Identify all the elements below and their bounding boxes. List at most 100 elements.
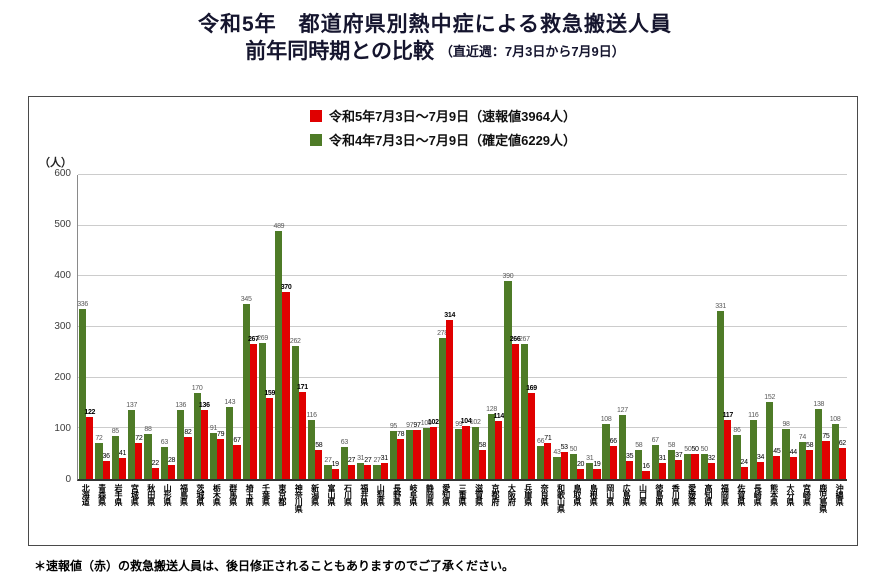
bar: 117 <box>723 412 733 479</box>
bar-value-label: 136 <box>198 402 210 410</box>
bar: 50 <box>684 446 692 479</box>
bar-value-label: 116 <box>306 412 317 420</box>
gridline-300 <box>78 326 847 327</box>
bar-value-label: 72 <box>95 434 103 442</box>
x-axis-label-埼玉県: 埼玉県 <box>245 484 255 505</box>
x-axis-cell: 長崎県 <box>749 484 765 540</box>
bar: 72 <box>135 435 143 479</box>
x-axis-label-京都府: 京都府 <box>490 484 500 505</box>
bar-value-label: 75 <box>822 433 830 440</box>
bar-value-label: 128 <box>486 406 497 414</box>
bar: 66 <box>609 438 617 479</box>
bar-value-label: 53 <box>560 444 568 452</box>
bar-group-大分県: 98 44 <box>781 175 797 479</box>
bar-group-徳島県: 67 31 <box>651 175 667 479</box>
bar-value-label: 43 <box>553 449 561 457</box>
bar-value-label: 171 <box>297 384 308 392</box>
bar: 159 <box>264 390 275 479</box>
bar-value-label: 62 <box>838 439 846 447</box>
bar-value-label: 66 <box>537 437 545 445</box>
x-axis-cell: 岐阜県 <box>405 484 421 540</box>
bar-group-滋賀県: 102 58 <box>470 175 487 479</box>
bar-group-愛媛県: 50 50 <box>683 175 699 479</box>
chart-frame: 令和5年7月3日～7月9日（速報値3964人） 令和4年7月3日～7月9日（確定… <box>28 96 858 546</box>
bar: 102 <box>470 419 481 479</box>
bar-value-label: 50 <box>684 445 692 453</box>
x-axis-cell: 滋賀県 <box>470 484 486 540</box>
bar-value-label: 37 <box>675 452 683 460</box>
x-axis-label-兵庫県: 兵庫県 <box>523 484 533 505</box>
x-axis-cell: 静岡県 <box>421 484 437 540</box>
x-axis-label-大分県: 大分県 <box>785 484 795 505</box>
bar-value-label: 266 <box>509 336 521 344</box>
bar-value-label: 108 <box>829 416 841 424</box>
plot-wrap: 336 122 72 36 85 41 137 72 88 22 63 28 136 82 170 136 91… <box>54 169 847 485</box>
bar-group-石川県: 63 27 <box>340 175 356 479</box>
bar: 50 <box>691 446 699 479</box>
x-axis-label-岩手県: 岩手県 <box>113 484 123 505</box>
bar: 66 <box>537 438 545 479</box>
bar-group-沖縄県: 108 62 <box>830 175 847 479</box>
bar: 170 <box>192 385 203 479</box>
bar: 27 <box>373 457 381 479</box>
bar-value-label: 95 <box>389 422 397 430</box>
x-axis-label-秋田県: 秋田県 <box>146 484 156 505</box>
bar-group-宮城県: 137 72 <box>126 175 143 479</box>
gridline-600 <box>78 174 847 175</box>
bar-value-label: 159 <box>264 390 276 398</box>
x-axis-cell: 福島県 <box>175 484 191 540</box>
x-axis-label-群馬県: 群馬県 <box>228 484 238 505</box>
bar: 262 <box>290 338 301 479</box>
bar-value-label: 102 <box>427 419 439 427</box>
bar-value-label: 58 <box>667 441 676 449</box>
bar-value-label: 50 <box>691 445 699 453</box>
bar: 104 <box>461 418 472 479</box>
bar: 58 <box>478 442 486 479</box>
bar-group-島根県: 31 19 <box>585 175 601 479</box>
bar: 108 <box>830 416 841 479</box>
bar-value-label: 345 <box>240 296 252 304</box>
x-axis-cell: 三重県 <box>454 484 470 540</box>
bar-group-鳥取県: 50 20 <box>569 175 585 479</box>
bar-group-山口県: 58 16 <box>634 175 650 479</box>
bar: 20 <box>576 461 584 479</box>
x-axis-label-高知県: 高知県 <box>704 484 714 505</box>
bar: 345 <box>241 296 252 479</box>
x-axis-labels: 北海道 青森県 岩手県 宮城県 秋田県 山形県 福島県 茨城県 栃木県 群馬県 埼玉県 千葉県 東京都神… <box>77 484 847 540</box>
bar-value-label: 50 <box>569 445 577 453</box>
x-axis-cell: 広島県 <box>618 484 634 540</box>
x-axis-label-愛媛県: 愛媛県 <box>687 484 697 505</box>
bar-value-label: 27 <box>373 457 381 465</box>
bar-value-label: 86 <box>733 427 741 435</box>
bar-value-label: 36 <box>102 452 110 460</box>
bar: 278 <box>437 330 448 479</box>
bar: 82 <box>184 429 192 479</box>
bar: 116 <box>748 412 759 479</box>
bar: 62 <box>838 440 846 479</box>
x-axis-label-長崎県: 長崎県 <box>753 484 763 505</box>
x-axis-cell: 愛媛県 <box>683 484 699 540</box>
bar-group-京都府: 128 114 <box>486 175 504 479</box>
bar: 370 <box>281 284 292 479</box>
x-axis-label-滋賀県: 滋賀県 <box>474 484 484 505</box>
x-axis-label-愛知県: 愛知県 <box>441 484 451 505</box>
x-axis-label-鳥取県: 鳥取県 <box>572 484 582 505</box>
x-axis-cell: 徳島県 <box>651 484 667 540</box>
bar-value-label: 85 <box>111 427 119 435</box>
bar-value-label: 31 <box>658 455 666 463</box>
bar-group-愛知県: 278 314 <box>437 175 455 479</box>
bar-value-label: 78 <box>397 431 405 439</box>
bar: 138 <box>813 401 824 479</box>
x-axis-label-三重県: 三重県 <box>458 484 468 505</box>
x-axis-label-山梨県: 山梨県 <box>376 484 386 505</box>
bar: 114 <box>494 413 504 479</box>
bar: 266 <box>510 336 521 479</box>
bar-group-岐阜県: 97 97 <box>405 175 421 479</box>
footnote: ＊速報値（赤）の救急搬送人員は、後日修正されることもありますのでご了承ください。 <box>34 559 515 573</box>
bar: 136 <box>175 402 186 479</box>
x-axis-cell: 宮崎県 <box>798 484 814 540</box>
chart-legend: 令和5年7月3日～7月9日（速報値3964人） 令和4年7月3日～7月9日（確定… <box>29 106 857 149</box>
x-axis-label-広島県: 広島県 <box>622 484 632 505</box>
bar: 79 <box>217 431 225 479</box>
x-axis-cell: 岩手県 <box>110 484 126 540</box>
